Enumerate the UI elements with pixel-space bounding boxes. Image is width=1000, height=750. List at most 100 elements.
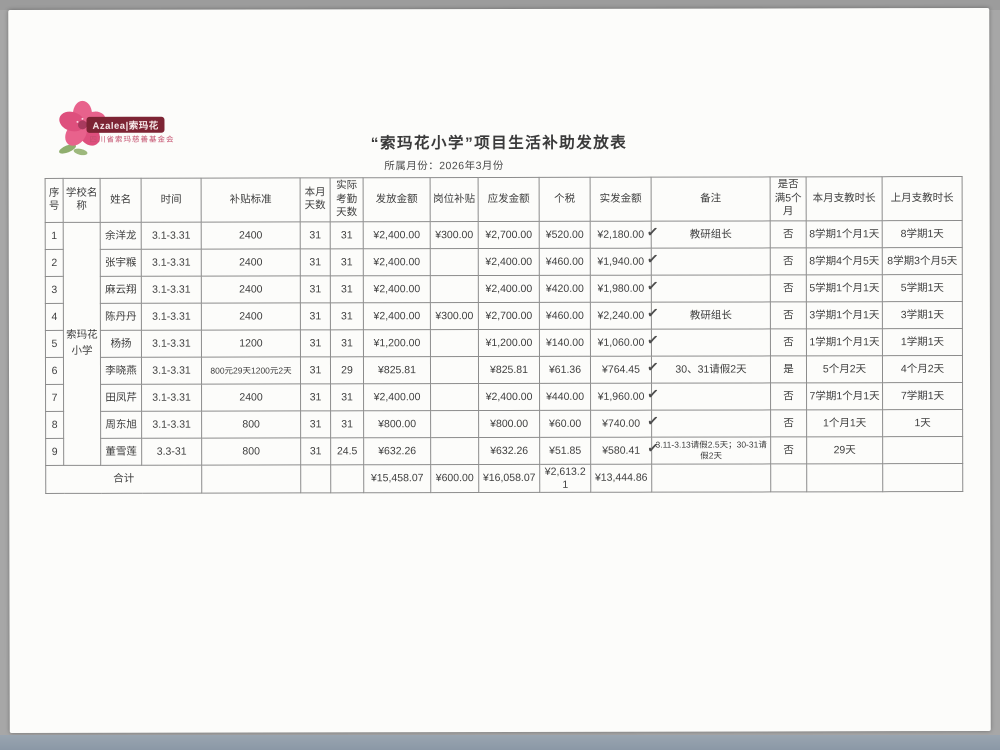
handwritten-check-icon: ✓	[646, 223, 660, 241]
cell-no: 1	[45, 222, 64, 250]
cell-grant: ¥2,400.00	[363, 248, 431, 276]
cell-time: 3.1-3.31	[141, 411, 202, 439]
cell-remark	[651, 247, 771, 276]
cell-actual: ¥764.45 ✓	[590, 356, 660, 384]
cell-tax: ¥460.00	[539, 248, 591, 276]
cell-time: 3.3-31	[141, 438, 202, 466]
cell-grant: ¥2,400.00	[363, 275, 431, 303]
cell-five: 是	[770, 355, 807, 383]
cell-total-grant: ¥15,458.07	[363, 464, 431, 493]
cell-this_month: 7学期1个月1天	[806, 382, 883, 410]
cell-no: 2	[45, 249, 64, 277]
cell-time: 3.1-3.31	[141, 330, 202, 358]
cell-attend_days: 31	[330, 248, 364, 276]
cell-grant: ¥1,200.00	[363, 329, 431, 357]
cell-no: 3	[45, 276, 64, 304]
cell-total-post: ¥600.00	[430, 464, 479, 493]
cell-standard: 2400	[201, 302, 301, 331]
cell-post	[430, 248, 479, 276]
cell-standard: 2400	[201, 383, 301, 412]
cell-standard: 800元29天1200元2天	[201, 356, 301, 385]
cell-grant: ¥632.26	[363, 437, 431, 465]
cell-last_month: 7学期1天	[882, 382, 963, 410]
cell-payable: ¥2,400.00	[478, 383, 540, 411]
cell-attend_days: 24.5	[330, 437, 364, 465]
table-row: 5 杨扬 3.1-3.31 1200 31 31 ¥1,200.00 ¥1,200.00 ¥14…	[45, 328, 963, 358]
cell-actual: ¥1,980.00 ✓	[590, 275, 660, 303]
header-cell: 个税	[539, 177, 591, 222]
cell-five: 否	[770, 382, 807, 410]
cell-time: 3.1-3.31	[141, 357, 202, 385]
cell-total-tax: ¥2,613.21	[539, 464, 591, 493]
cell-school-name: 索玛花小学	[63, 222, 101, 466]
cell-name: 李晓燕	[100, 357, 142, 385]
header-cell: 学校名称	[63, 178, 101, 223]
cell-this_month: 8学期1个月1天	[806, 220, 883, 248]
cell-month_days: 31	[300, 275, 331, 303]
cell-post	[430, 410, 479, 438]
handwritten-check-icon: ✓	[646, 331, 660, 349]
cell-payable: ¥2,700.00	[478, 302, 540, 330]
cell-payable: ¥2,400.00	[478, 275, 540, 303]
cell-payable: ¥632.26	[478, 437, 540, 465]
table-row: 6 李晓燕 3.1-3.31 800元29天1200元2天 31 29 ¥825.81 ¥82…	[45, 355, 963, 385]
table-header-row: 序号 学校名称 姓名 时间 补贴标准 本月天数 实际考勤天数 发放金额 岗位补贴 应发金额 个税 实发…	[45, 176, 963, 223]
table-row: 4 陈丹丹 3.1-3.31 2400 31 31 ¥2,400.00 ¥300.00 ¥2,7…	[45, 301, 963, 331]
cell-payable: ¥825.81	[478, 356, 540, 384]
cell-actual: ¥740.00 ✓	[590, 410, 660, 438]
cell-remark	[651, 409, 771, 438]
cell-no: 6	[45, 357, 64, 385]
cell-last_month: 3学期1天	[882, 301, 963, 329]
cell-no: 7	[45, 384, 64, 412]
cell-tax: ¥440.00	[539, 383, 591, 411]
cell-five: 否	[770, 220, 807, 248]
cell-remark	[651, 328, 771, 357]
cell-total-this_month	[806, 463, 883, 492]
cell-total-five	[770, 463, 807, 493]
cell-total-payable: ¥16,058.07	[478, 464, 540, 493]
table-row: 1 索玛花小学 余洋龙 3.1-3.31 2400 31 31 ¥2,400.00 ¥300.0…	[45, 220, 963, 466]
cell-name: 杨扬	[100, 330, 142, 358]
cell-last_month	[882, 436, 963, 464]
cell-name: 周东旭	[100, 411, 142, 439]
cell-tax: ¥460.00	[539, 302, 591, 330]
cell-post	[430, 437, 479, 465]
cell-last_month: 8学期1天	[882, 220, 963, 248]
cell-tax: ¥60.00	[539, 410, 591, 438]
cell-attend_days: 31	[330, 410, 364, 438]
header-cell: 是否满5个月	[770, 176, 807, 221]
cell-payable: ¥2,400.00	[478, 248, 540, 276]
handwritten-check-icon: ✓	[646, 385, 660, 403]
cell-total-last_month	[882, 463, 963, 492]
header-cell: 发放金额	[363, 177, 431, 222]
cell-this_month: 3学期1个月1天	[806, 301, 883, 329]
cell-tax: ¥140.00	[539, 329, 591, 357]
header-cell: 本月天数	[300, 177, 331, 222]
cell-tax: ¥420.00	[539, 275, 591, 303]
cell-remark: 教研组长	[651, 301, 771, 330]
cell-no: 5	[45, 330, 64, 358]
handwritten-check-icon: ✓	[646, 358, 660, 376]
scanned-document-page: Azalea|索玛花 四川省索玛慈善基金会 “索玛花小学”项目生活补助发放表 所…	[8, 7, 991, 734]
foundation-logo: Azalea|索玛花 四川省索玛慈善基金会	[56, 100, 226, 162]
cell-this_month: 29天	[806, 436, 883, 464]
cell-actual: ¥2,180.00 ✓	[590, 221, 660, 249]
cell-month_days: 31	[300, 248, 331, 276]
handwritten-check-icon: ✓	[646, 412, 660, 430]
cell-month_days: 31	[300, 383, 331, 411]
cell-time: 3.1-3.31	[141, 303, 202, 331]
cell-five: 否	[770, 409, 807, 437]
cell-name: 张宇糇	[100, 249, 142, 277]
cell-remark	[651, 382, 771, 411]
cell-standard: 2400	[201, 221, 301, 250]
cell-actual: ¥2,240.00 ✓	[590, 302, 660, 330]
report-month-text: 所属月份：2026年3月份	[384, 159, 504, 173]
cell-five: 否	[770, 328, 807, 356]
cell-month_days: 31	[300, 221, 331, 249]
header-cell: 序号	[45, 178, 64, 223]
cell-attend_days: 31	[330, 302, 364, 330]
cell-month_days: 31	[300, 437, 331, 465]
cell-five: 否	[770, 301, 807, 329]
header-cell: 应发金额	[478, 177, 540, 222]
cell-this_month: 8学期4个月5天	[806, 247, 883, 275]
